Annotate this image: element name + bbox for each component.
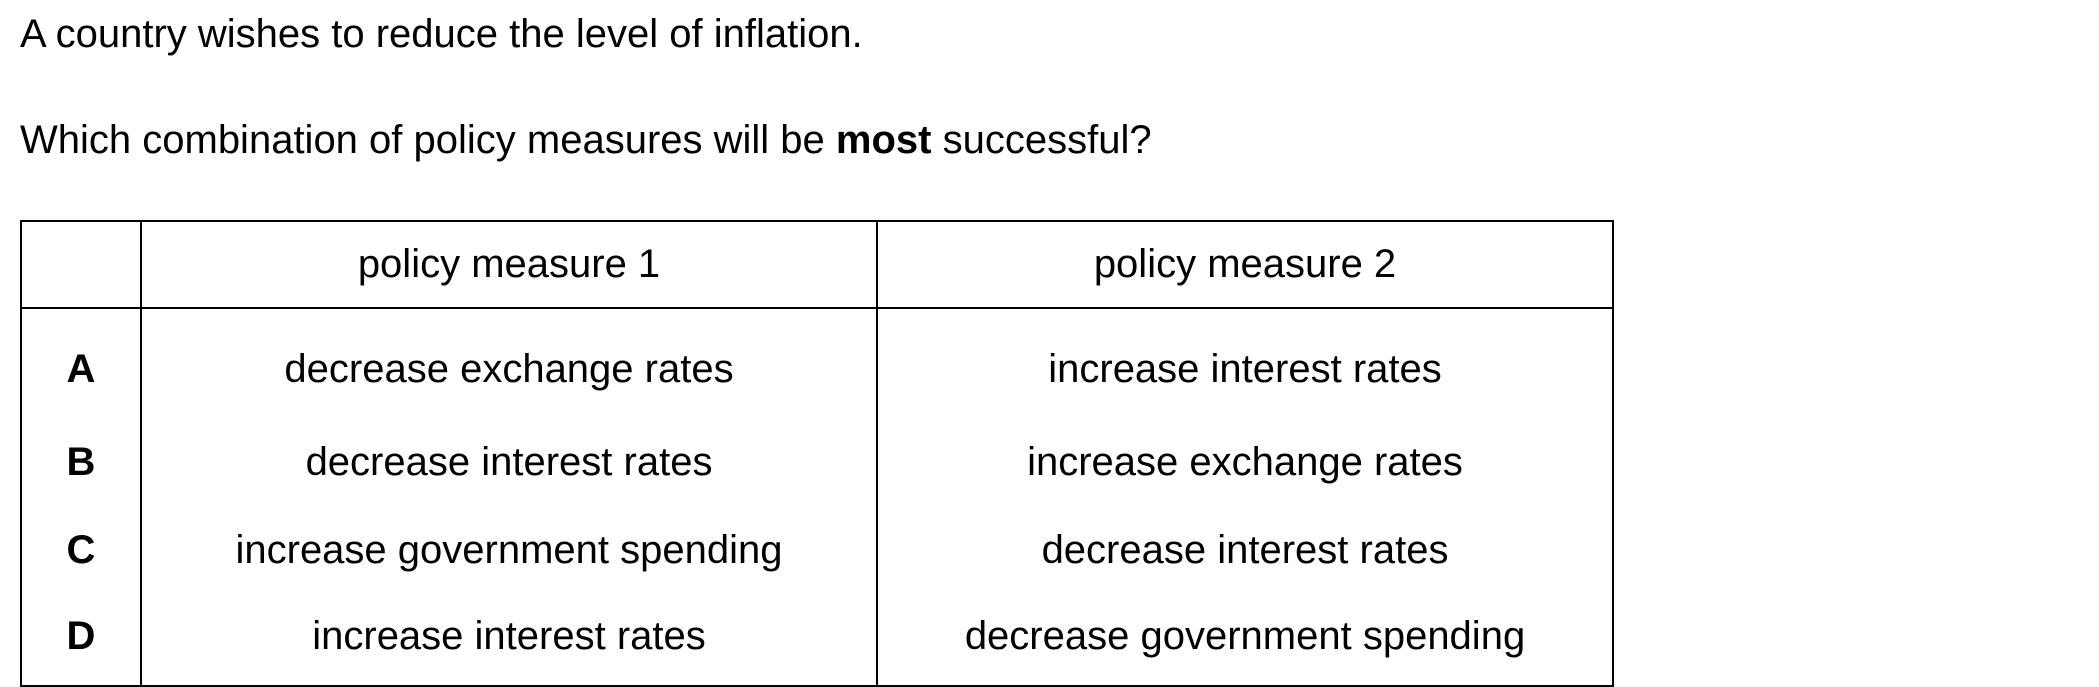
intro-text: A country wishes to reduce the level of … (20, 12, 863, 56)
option-measure-2: decrease government spending (877, 594, 1614, 687)
table-header-row: policy measure 1 policy measure 2 (20, 220, 1614, 309)
header-blank-cell (20, 220, 142, 309)
option-measure-2: increase interest rates (877, 308, 1614, 418)
option-measure-1: decrease exchange rates (141, 308, 878, 418)
option-measure-2: increase exchange rates (877, 418, 1614, 506)
options-table: policy measure 1 policy measure 2 A decr… (20, 220, 1614, 687)
option-letter: A (20, 308, 142, 418)
option-measure-2: decrease interest rates (877, 506, 1614, 594)
question-after: successful? (931, 118, 1152, 162)
question-before: Which combination of policy measures wil… (20, 118, 836, 162)
header-policy-measure-2: policy measure 2 (877, 220, 1614, 309)
option-measure-1: increase government spending (141, 506, 878, 594)
option-measure-1: decrease interest rates (141, 418, 878, 506)
option-measure-1: increase interest rates (141, 594, 878, 687)
option-row-a: A decrease exchange rates increase inter… (20, 308, 1614, 418)
option-letter: D (20, 594, 142, 687)
option-letter: C (20, 506, 142, 594)
question-emphasis: most (835, 118, 932, 162)
header-policy-measure-1: policy measure 1 (141, 220, 878, 309)
option-row-c: C increase government spending decrease … (20, 506, 1614, 594)
option-letter: B (20, 418, 142, 506)
question-text: Which combination of policy measures wil… (20, 116, 1152, 164)
option-row-b: B decrease interest rates increase excha… (20, 418, 1614, 506)
option-row-d: D increase interest rates decrease gover… (20, 594, 1614, 687)
